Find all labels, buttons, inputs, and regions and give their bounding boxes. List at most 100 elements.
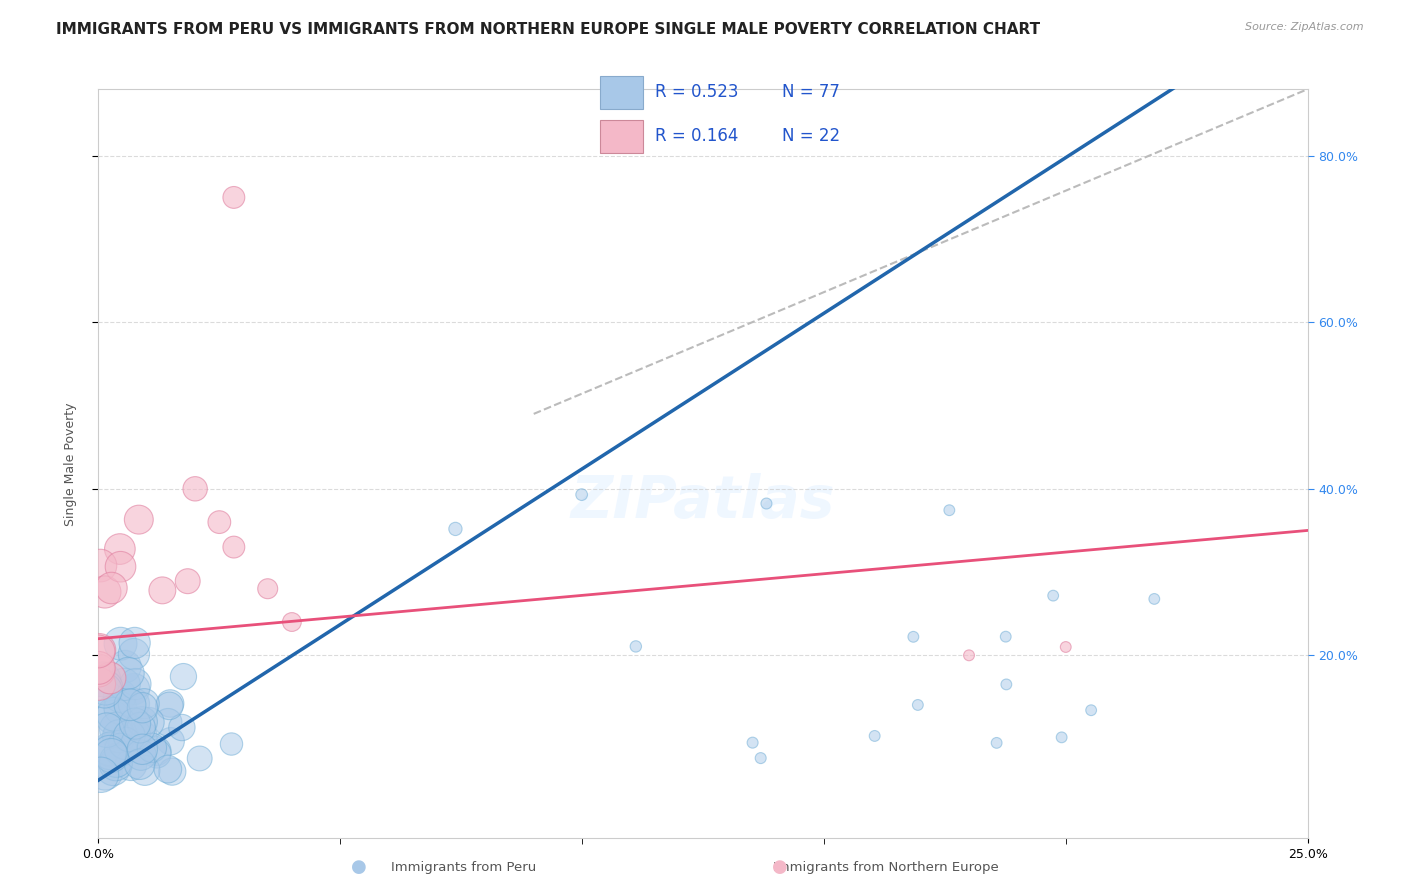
Point	[110, 637, 132, 651]
Point	[208, 515, 231, 529]
Point	[994, 630, 1017, 644]
Point	[222, 190, 245, 204]
Point	[108, 689, 131, 703]
Point	[444, 522, 467, 536]
Point	[105, 722, 128, 736]
Point	[157, 715, 180, 730]
Text: ●: ●	[772, 858, 789, 876]
Point	[156, 762, 179, 776]
Point	[986, 736, 1008, 750]
Point	[122, 682, 145, 697]
Point	[131, 729, 153, 743]
Point	[749, 751, 772, 765]
Point	[157, 698, 180, 713]
Point	[122, 647, 145, 661]
Point	[117, 666, 139, 681]
Point	[114, 736, 136, 750]
Point	[571, 488, 593, 502]
Point	[150, 583, 173, 598]
Text: ●: ●	[350, 858, 367, 876]
Point	[93, 683, 115, 698]
Point	[108, 542, 131, 557]
Text: R = 0.164: R = 0.164	[655, 128, 738, 145]
Point	[159, 697, 181, 711]
Point	[98, 746, 121, 760]
Point	[89, 558, 111, 573]
Point	[128, 513, 150, 527]
Text: N = 77: N = 77	[782, 83, 841, 101]
Point	[118, 698, 141, 712]
Point	[94, 585, 117, 599]
Point	[101, 762, 124, 776]
Point	[110, 727, 132, 741]
Point	[91, 673, 114, 687]
Point	[1042, 589, 1064, 603]
Point	[222, 540, 245, 554]
Point	[120, 757, 142, 772]
Point	[100, 748, 122, 763]
Point	[89, 677, 111, 691]
Point	[221, 737, 243, 751]
Point	[98, 742, 121, 756]
Point	[134, 697, 156, 711]
Point	[1054, 640, 1077, 654]
Point	[184, 482, 207, 496]
Text: ZIPatlas: ZIPatlas	[571, 473, 835, 530]
Point	[129, 748, 152, 763]
Point	[281, 615, 304, 629]
Point	[863, 729, 886, 743]
Point	[256, 582, 278, 596]
Point	[110, 559, 132, 574]
Point	[124, 636, 146, 650]
Point	[112, 677, 135, 691]
Point	[104, 757, 127, 772]
Point	[1050, 731, 1073, 745]
Point	[98, 671, 121, 685]
Point	[138, 715, 160, 730]
Point	[114, 659, 136, 673]
Point	[94, 765, 117, 780]
Point	[94, 681, 117, 695]
Text: Source: ZipAtlas.com: Source: ZipAtlas.com	[1246, 22, 1364, 32]
Point	[145, 747, 167, 761]
Point	[1080, 703, 1102, 717]
Text: IMMIGRANTS FROM PERU VS IMMIGRANTS FROM NORTHERN EUROPE SINGLE MALE POVERTY CORR: IMMIGRANTS FROM PERU VS IMMIGRANTS FROM …	[56, 22, 1040, 37]
Point	[96, 723, 118, 738]
Point	[100, 743, 122, 757]
Bar	[600, 76, 643, 109]
Point	[162, 764, 184, 779]
Point	[110, 742, 132, 756]
Point	[176, 574, 198, 589]
Point	[129, 721, 152, 735]
Point	[110, 701, 132, 715]
Point	[131, 714, 153, 729]
Point	[89, 643, 111, 657]
Point	[131, 742, 153, 756]
Point	[938, 503, 960, 517]
Text: R = 0.523: R = 0.523	[655, 83, 740, 101]
Point	[741, 736, 763, 750]
Point	[159, 734, 181, 748]
Point	[141, 740, 163, 755]
Point	[87, 661, 110, 675]
Text: N = 22: N = 22	[782, 128, 841, 145]
Point	[101, 706, 124, 720]
Point	[188, 751, 211, 765]
Point	[134, 764, 156, 778]
Point	[87, 644, 110, 658]
Bar	[600, 120, 643, 153]
Point	[172, 670, 194, 684]
Point	[122, 697, 145, 711]
Point	[105, 754, 128, 768]
Point	[124, 716, 146, 731]
Point	[100, 581, 122, 595]
Point	[907, 698, 929, 712]
Point	[128, 757, 150, 772]
Point	[903, 630, 925, 644]
Point	[755, 496, 778, 510]
Point	[124, 727, 146, 741]
Point	[957, 648, 980, 663]
Point	[124, 677, 146, 691]
Point	[145, 744, 167, 758]
Text: Immigrants from Northern Europe: Immigrants from Northern Europe	[773, 861, 998, 873]
